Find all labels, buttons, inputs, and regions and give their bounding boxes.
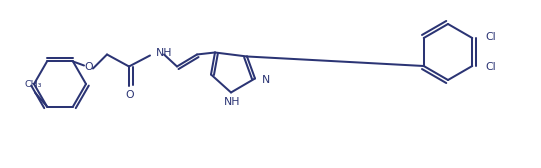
Text: Cl: Cl <box>485 62 496 72</box>
Text: Cl: Cl <box>485 32 496 42</box>
Text: O: O <box>85 62 93 72</box>
Text: O: O <box>126 91 134 100</box>
Text: CH₃: CH₃ <box>24 80 42 89</box>
Text: NH: NH <box>156 49 173 58</box>
Text: N: N <box>262 75 270 86</box>
Text: NH: NH <box>224 97 240 108</box>
